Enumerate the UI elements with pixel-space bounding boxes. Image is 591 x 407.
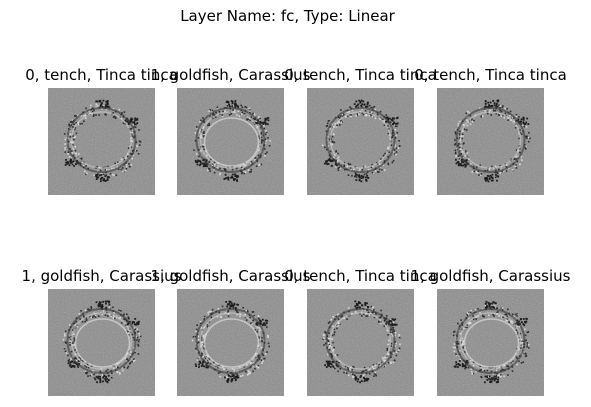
panel-image-frame [307,88,414,195]
panel-image-frame [307,289,414,396]
panel-title: 1, goldfish, Carassius [21,267,182,285]
grayscale-saliency-map-ring [307,289,414,396]
panel-title: 0, tench, Tinca tinca [284,267,437,285]
panel-image-frame [48,289,155,396]
grayscale-saliency-map-ring [307,88,414,195]
panel-image-frame [177,289,284,396]
panel-image-frame [48,88,155,195]
grayscale-saliency-map-double-ring [177,289,284,396]
panel-title: 0, tench, Tinca tinca [25,66,178,84]
grayscale-saliency-map-double-ring [177,88,284,195]
figure-title: Layer Name: fc, Type: Linear [180,7,395,25]
panel-title: 1, goldfish, Carassius [410,267,571,285]
panel-title: 0, tench, Tinca tinca [414,66,567,84]
grayscale-saliency-map-ring [48,88,155,195]
panel-image-frame [437,88,544,195]
grayscale-saliency-map-double-ring [437,289,544,396]
grayscale-saliency-map-double-ring [48,289,155,396]
grayscale-saliency-map-ring [437,88,544,195]
panel-title: 1, goldfish, Carassius [150,267,311,285]
panel-title: 0, tench, Tinca tinca [284,66,437,84]
panel-image-frame [177,88,284,195]
panel-title: 1, goldfish, Carassius [150,66,311,84]
panel-image-frame [437,289,544,396]
